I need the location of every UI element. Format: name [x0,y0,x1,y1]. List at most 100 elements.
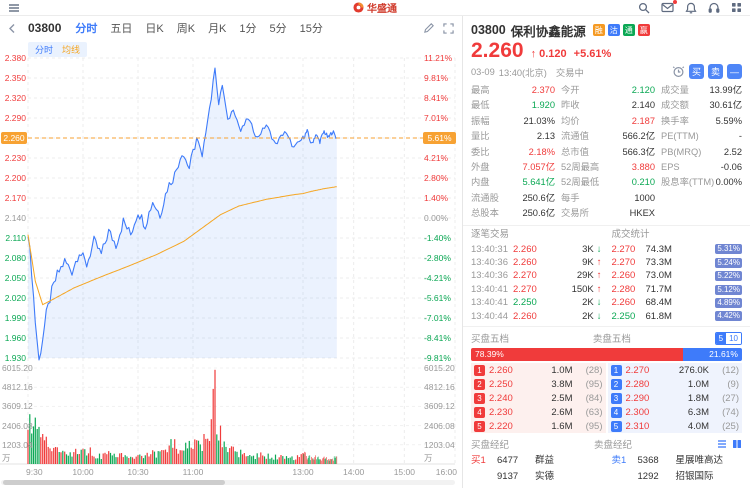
down-arrow-icon: ↓ [596,297,602,309]
sell-button[interactable]: 卖 [708,64,723,79]
stat-cell: 总股本 250.6亿 [471,206,555,221]
stat-cell [661,206,742,221]
time-axis-label: 10:30 [127,467,149,477]
stat-value: 5.641亿 [522,177,555,188]
intraday-chart[interactable] [0,16,462,488]
stat-label: 委比 [471,146,490,157]
bid-level-row[interactable]: 3 2.240 2.5M (84) [471,391,606,406]
volstat-volume: 68.4M [645,297,672,309]
buy-button[interactable]: 买 [689,64,704,79]
bid-brokers-list: 买1 6477 群益 9137 实德 [471,453,602,484]
tick-price: 2.260 [513,257,537,269]
tick-volume-group: 29K ↑ [577,269,602,282]
volstat-price: 2.260 [611,270,636,282]
ask-level-row[interactable]: 3 2.290 1.8M (27) [607,391,742,406]
edit-icon[interactable] [423,22,434,34]
broker-list-icon[interactable] [717,439,727,449]
ask-volume: 6.3M [687,406,709,418]
price-axis-label: 1.930 [4,353,26,363]
ask-level-row[interactable]: 2 2.280 1.0M (9) [607,377,742,392]
bid-level-row[interactable]: 2 2.250 3.8M (95) [471,377,606,392]
quote-meta-row: 03-09 13:40(北京) 交易中 买 卖 — [463,62,750,81]
bid-price: 2.250 [489,378,513,390]
expand-icon[interactable] [443,22,454,34]
volstat-volume: 73.3M [645,257,672,269]
pct-axis-label: 2.80% [424,173,449,183]
bell-icon[interactable] [685,2,697,14]
price-alert-icon[interactable] [672,65,685,78]
stock-tag-badges: 融沽通赢 [592,24,650,36]
stat-label: 今开 [561,85,580,95]
bid-volume: 2.6M [551,406,573,418]
ask-price: 2.270 [625,364,650,376]
quote-panel: 03800 保利协鑫能源 融沽通赢 2.260 ↑ 0.120 +5.61% 0… [462,16,750,488]
volstat-volume: 61.8M [645,310,672,322]
ask-rank-badge: 5 [610,420,622,432]
search-icon[interactable] [638,2,650,14]
volstat-percent-badge: 5.12% [715,284,742,295]
trade-flow-section: 逐笔交易 13:40:31 2.260 3K ↓ 13:40:36 2.260 9K ↑ 13:… [463,226,750,328]
bid-price: 2.230 [489,406,513,418]
notification-dot [673,0,677,4]
chart-scrollbar[interactable] [1,480,455,485]
ask-volume: 4.0M [687,420,709,432]
volstat-volume: 73.0M [645,270,672,282]
depth-5-option[interactable]: 5 [715,332,727,344]
chart-tab[interactable]: 15分 [299,23,323,35]
apps-grid-icon[interactable] [731,2,742,13]
broker-layout-icon[interactable] [732,439,742,449]
order-book: 1 2.260 1.0M (28) 2 2.250 3.8M (95) 3 2.240 2.5M (8… [463,363,750,434]
ask-level-row[interactable]: 1 2.270 276.0K (12) [607,363,742,378]
chart-tab[interactable]: 分时 [75,23,98,35]
tick-trade-row: 13:40:41 2.270 150K ↑ [471,283,602,296]
bid-level-row[interactable]: 1 2.260 1.0M (28) [471,363,606,378]
stat-cell: 股息率(TTM) 0.00% [661,175,742,190]
stat-cell: 内盘 5.641亿 [471,175,555,190]
tick-price: 2.250 [513,297,537,309]
stat-label: 振幅 [471,115,490,126]
tick-time: 13:40:41 [471,283,508,295]
ask-level-row[interactable]: 4 2.300 6.3M (74) [607,405,742,420]
stat-value: 566.2亿 [622,131,655,142]
bid-level-row[interactable]: 5 2.220 1.6M (95) [471,419,606,434]
volume-axis-label: 1203.04 [2,439,33,450]
stat-value: 13.99亿 [709,85,742,95]
depth-toggle[interactable]: 5 10 [714,331,743,345]
chart-tab[interactable]: 5分 [269,23,287,35]
collapse-button[interactable]: — [727,64,742,79]
tick-volume: 2K [582,310,594,322]
up-arrow-icon: ↑ [596,283,602,295]
scrollbar-thumb[interactable] [3,480,225,485]
ask-orders: (25) [722,420,739,432]
bid-level-row[interactable]: 4 2.230 2.6M (63) [471,405,606,420]
ask-brokers-list: 卖1 5368 星展唯高达 1292 招银国际 [612,453,743,484]
price-axis-label: 2.320 [4,93,26,103]
broker-name: 星展唯高达 [675,455,724,467]
stat-label: 均价 [561,115,580,126]
chart-tab[interactable]: 日K [145,23,164,35]
headset-icon[interactable] [708,2,720,14]
stat-cell: 最低 1.920 [471,98,555,113]
back-chevron-icon[interactable] [8,23,16,34]
stat-value: -0.06 [720,162,742,173]
stat-label: 流通股 [471,192,499,203]
volstat-price: 2.270 [611,257,636,269]
stat-label: 交易所 [561,208,589,219]
ask-level-row[interactable]: 5 2.310 4.0M (25) [607,419,742,434]
stat-value: 1.920 [531,100,555,111]
tick-volume-group: 2K ↓ [582,310,601,323]
bid-brokers-title: 买盘经纪 [471,440,510,452]
menu-icon[interactable] [8,3,20,13]
chart-tab[interactable]: 五日 [110,23,133,35]
pct-axis-label: 11.21% [424,53,453,63]
chart-panel: 03800 分时 五日 日K 周K 月K 1分 5分 15分 分时 均线 2.380 2.350… [0,16,462,488]
chart-tab[interactable]: 月K [208,23,227,35]
mail-icon[interactable] [661,0,677,13]
bid-orders: (63) [585,406,603,418]
chart-tab[interactable]: 1分 [239,23,257,35]
volume-unit-label: 万 [424,453,433,463]
chart-tab[interactable]: 周K [176,23,196,35]
stat-cell: EPS -0.06 [661,160,742,175]
depth-10-option[interactable]: 10 [726,332,742,344]
stat-value: 3.880 [631,162,655,173]
